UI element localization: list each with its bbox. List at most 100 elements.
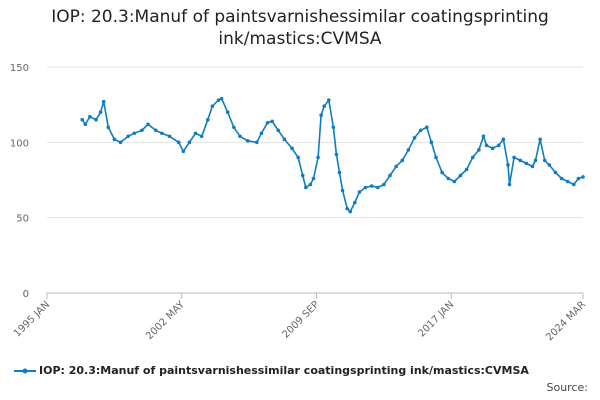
data-point <box>363 185 368 190</box>
data-point <box>337 170 342 175</box>
data-point <box>106 125 111 130</box>
data-point <box>296 155 300 160</box>
data-point <box>187 140 192 145</box>
data-point <box>304 185 308 190</box>
data-point <box>132 131 137 136</box>
data-point <box>83 122 88 127</box>
data-point <box>331 125 336 130</box>
data-point <box>276 128 281 133</box>
data-point <box>530 164 535 169</box>
data-point <box>353 200 357 205</box>
data-point <box>160 131 164 136</box>
data-point <box>559 176 564 181</box>
data-point <box>176 140 181 145</box>
data-point <box>533 158 538 163</box>
data-point <box>112 137 117 142</box>
data-point <box>322 104 326 108</box>
data-point <box>311 176 316 181</box>
data-point <box>199 134 204 139</box>
data-point <box>369 184 374 188</box>
legend-dot <box>22 368 28 373</box>
data-point <box>238 134 242 139</box>
data-point <box>101 99 106 104</box>
data-point <box>412 136 417 140</box>
data-point <box>210 104 215 108</box>
data-point <box>140 128 144 133</box>
data-point <box>167 134 172 139</box>
data-point <box>118 140 123 145</box>
data-point <box>94 117 98 122</box>
x-tick-label: 1995 JAN <box>12 299 52 339</box>
data-point <box>375 185 380 190</box>
data-point <box>506 163 510 167</box>
data-point <box>282 137 287 142</box>
data-point <box>193 131 198 136</box>
data-point <box>512 155 516 160</box>
data-point <box>507 182 512 187</box>
data-point <box>146 122 150 127</box>
data-point <box>206 117 210 122</box>
data-point <box>326 98 331 102</box>
data-point <box>259 131 264 136</box>
data-point <box>319 113 323 118</box>
data-point <box>576 176 581 181</box>
data-point <box>300 173 305 178</box>
data-point <box>388 173 392 178</box>
data-point <box>547 163 552 167</box>
y-tick-label: 50 <box>16 214 29 225</box>
source: Source: <box>546 381 589 394</box>
data-point <box>400 158 405 163</box>
data-point <box>524 161 529 166</box>
data-point <box>270 119 274 124</box>
data-point <box>80 117 85 122</box>
x-tick-label: 2002 MAY <box>144 299 187 342</box>
data-point <box>345 206 349 211</box>
data-point <box>429 140 434 145</box>
y-tick-label: 100 <box>10 138 29 149</box>
data-point <box>265 120 270 125</box>
data-point <box>434 155 438 160</box>
data-point <box>316 155 320 160</box>
data-point <box>538 137 542 142</box>
x-tick-label: 2009 SEP <box>280 299 321 340</box>
data-point <box>308 182 313 187</box>
series-line <box>81 97 584 213</box>
data-point <box>216 98 221 102</box>
data-point <box>225 110 230 114</box>
data-point <box>477 148 481 152</box>
legend-label: IOP: 20.3:Manuf of paintsvarnishessimila… <box>39 364 529 377</box>
data-point <box>394 164 398 169</box>
data-point <box>452 179 457 184</box>
data-point <box>181 149 186 154</box>
data-point <box>98 110 103 114</box>
data-point <box>490 146 495 151</box>
legend: IOP: 20.3:Manuf of paintsvarnishessimila… <box>14 364 529 377</box>
data-point <box>357 190 362 194</box>
data-point <box>418 128 423 133</box>
data-point <box>255 140 259 145</box>
data-point <box>334 152 339 157</box>
data-point <box>464 167 469 172</box>
x-tick-label: 2017 JAN <box>416 299 456 339</box>
y-tick-label: 150 <box>10 63 29 74</box>
data-point <box>88 114 92 119</box>
data-point <box>440 170 444 175</box>
data-point <box>290 146 294 151</box>
data-point <box>572 182 576 187</box>
data-point <box>518 158 523 163</box>
data-point <box>542 158 547 163</box>
data-point <box>232 125 236 130</box>
x-tick-label: 2024 MAR <box>544 299 588 343</box>
data-point <box>382 182 386 187</box>
data-point <box>581 175 585 179</box>
legend-icon <box>14 368 36 373</box>
data-point <box>126 134 130 139</box>
data-point <box>481 134 486 139</box>
data-point <box>501 137 506 142</box>
data-point <box>245 139 250 143</box>
data-point <box>484 143 489 148</box>
y-tick-label: 0 <box>23 289 29 300</box>
chart-title: IOP: 20.3:Manuf of paintsvarnishessimila… <box>51 7 549 49</box>
